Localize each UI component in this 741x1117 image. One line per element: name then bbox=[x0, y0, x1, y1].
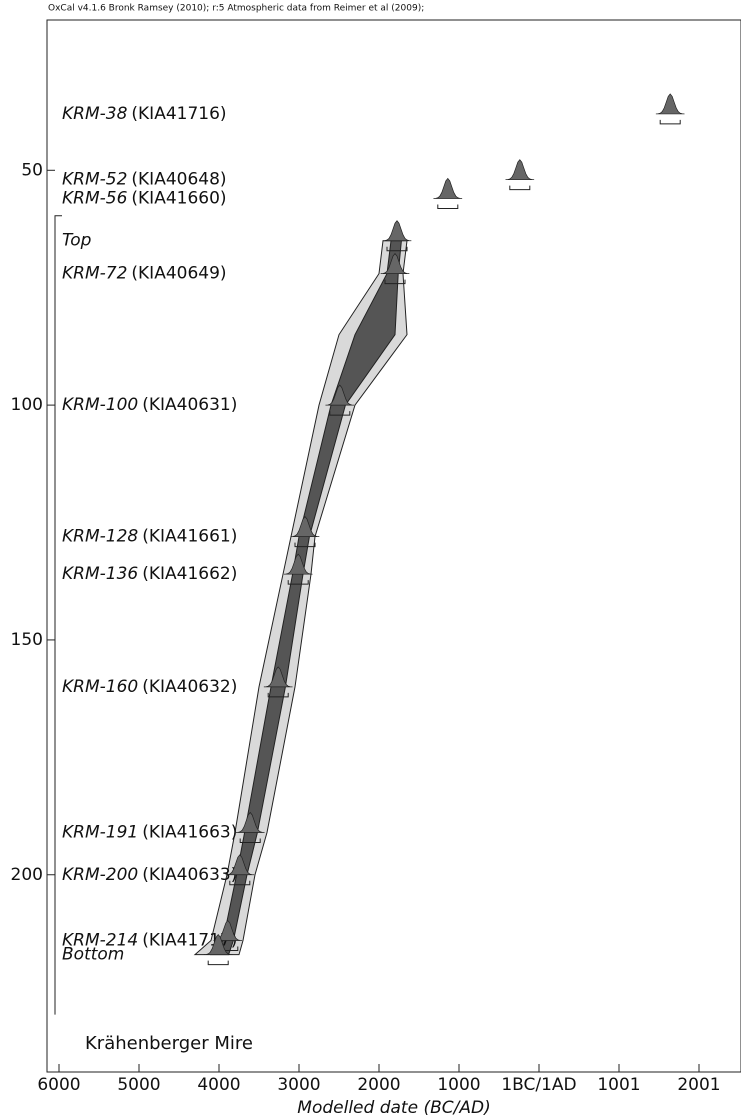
x-tick-label: 4000 bbox=[197, 1075, 240, 1095]
sample-distribution bbox=[235, 811, 265, 833]
sample-range bbox=[386, 246, 408, 252]
sample-range bbox=[329, 411, 351, 416]
sample-label: KRM-160 (KIA40632) bbox=[62, 677, 237, 697]
sample-range bbox=[294, 542, 316, 548]
sample-range bbox=[287, 580, 309, 585]
sample-name: KRM-38 bbox=[62, 104, 128, 124]
sample-range bbox=[384, 279, 406, 285]
y-tick-label: 50 bbox=[21, 160, 43, 180]
sample-distribution bbox=[380, 253, 410, 274]
sequence-bracket bbox=[54, 215, 62, 1015]
lab-code: (KIA40648) bbox=[131, 170, 226, 190]
y-tick-label: 100 bbox=[11, 395, 43, 415]
sample-label: KRM-191 (KIA41663) bbox=[62, 822, 237, 842]
sample-distribution bbox=[225, 854, 255, 876]
sample-distribution bbox=[433, 177, 463, 199]
lab-code: (KIA41662) bbox=[142, 564, 237, 584]
sample-distribution bbox=[382, 220, 412, 242]
lab-code: (KIA41716) bbox=[131, 104, 226, 124]
lab-code: (KIA41663) bbox=[142, 822, 237, 842]
sample-name: KRM-191 bbox=[62, 822, 138, 842]
sample-name: Bottom bbox=[62, 945, 124, 965]
sample-label: KRM-100 (KIA40631) bbox=[62, 395, 237, 415]
x-tick-label: 6000 bbox=[37, 1075, 80, 1095]
sample-range bbox=[437, 204, 459, 209]
sample-name: Top bbox=[62, 231, 92, 251]
plot-frame bbox=[46, 19, 741, 1073]
sample-label: KRM-56 (KIA41660) bbox=[62, 188, 227, 208]
lab-code: (KIA41660) bbox=[131, 188, 226, 208]
sample-range bbox=[509, 185, 531, 191]
sample-distribution bbox=[325, 384, 355, 406]
x-tick-label: 1000 bbox=[437, 1075, 480, 1095]
sample-name: KRM-128 bbox=[62, 527, 138, 547]
sample-name: KRM-214 bbox=[62, 931, 138, 951]
sample-distribution bbox=[263, 666, 293, 688]
sample-range bbox=[229, 880, 251, 886]
sample-distribution bbox=[290, 516, 320, 537]
sample-label: KRM-128 (KIA41661) bbox=[62, 527, 237, 547]
x-tick-label: 2001 bbox=[677, 1075, 720, 1095]
sample-label: KRM-136 (KIA41662) bbox=[62, 564, 237, 584]
x-tick-label: 3000 bbox=[277, 1075, 320, 1095]
sample-name: KRM-100 bbox=[62, 395, 138, 415]
sample-name: KRM-200 bbox=[62, 865, 138, 885]
sample-range bbox=[239, 838, 261, 843]
y-tick-label: 150 bbox=[11, 630, 43, 650]
sample-label: KRM-200 (KIA40633) bbox=[62, 865, 237, 885]
sample-distribution bbox=[283, 553, 313, 575]
x-tick-label: 2000 bbox=[357, 1075, 400, 1095]
x-tick-label: 1BC/1AD bbox=[501, 1075, 576, 1095]
y-tick-label: 200 bbox=[11, 865, 43, 885]
sample-label: KRM-38 (KIA41716) bbox=[62, 104, 227, 124]
sample-range bbox=[207, 960, 229, 966]
annotation: Krähenberger Mire bbox=[85, 1033, 253, 1054]
sample-label: KRM-52 (KIA40648) bbox=[62, 170, 227, 190]
sample-range bbox=[659, 119, 681, 125]
sample-name: KRM-160 bbox=[62, 677, 138, 697]
lab-code: (KIA40649) bbox=[131, 264, 226, 284]
sample-range bbox=[267, 692, 289, 698]
lab-code: (KIA41661) bbox=[142, 527, 237, 547]
sample-label: Bottom bbox=[62, 945, 124, 965]
x-axis-label: Modelled date (BC/AD) bbox=[297, 1098, 490, 1117]
sample-distribution bbox=[203, 934, 233, 955]
sample-name: KRM-56 bbox=[62, 188, 128, 208]
sample-distribution bbox=[505, 159, 535, 181]
sample-name: KRM-52 bbox=[62, 170, 127, 190]
range-95 bbox=[193, 240, 408, 956]
x-tick-label: 5000 bbox=[117, 1075, 160, 1095]
lab-code: (KIA40633) bbox=[142, 865, 237, 885]
header: OxCal v4.1.6 Bronk Ramsey (2010); r:5 At… bbox=[48, 4, 424, 14]
sample-name: KRM-72 bbox=[62, 264, 127, 284]
x-tick-label: 1001 bbox=[597, 1075, 640, 1095]
sample-distribution bbox=[655, 93, 685, 115]
sample-name: KRM-136 bbox=[62, 564, 138, 584]
lab-code: (KIA40631) bbox=[142, 395, 237, 415]
sample-label: Top bbox=[62, 231, 92, 251]
sample-label: KRM-72 (KIA40649) bbox=[62, 264, 227, 284]
lab-code: (KIA40632) bbox=[142, 677, 237, 697]
